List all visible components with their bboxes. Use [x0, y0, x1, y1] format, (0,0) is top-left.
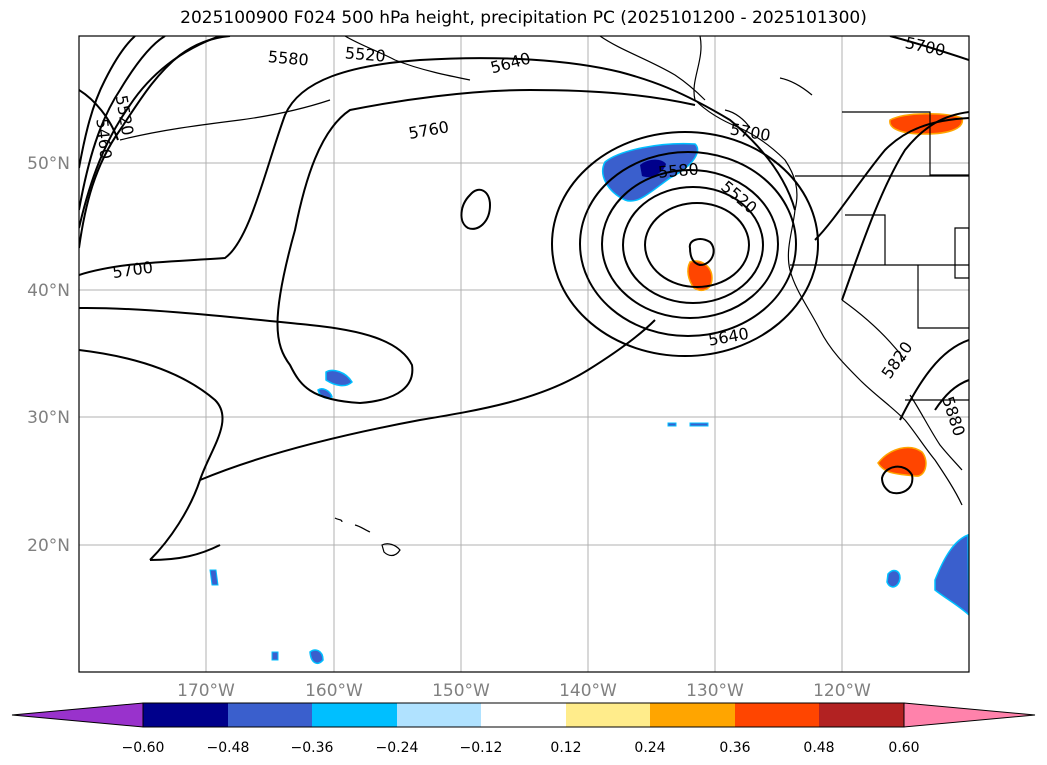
- map-border: [78, 35, 970, 673]
- longitude-labels: 170°W 160°W 150°W 140°W 130°W 120°W: [177, 681, 871, 701]
- lon-label: 130°W: [686, 681, 744, 701]
- colorbar-segment: [481, 703, 566, 727]
- lon-label: 160°W: [305, 681, 363, 701]
- contour-label: 5580: [657, 159, 699, 181]
- lat-label: 20°N: [27, 536, 70, 556]
- colorbar-segment: [397, 703, 481, 727]
- colorbar-segment: [819, 703, 904, 727]
- lat-label: 30°N: [27, 408, 70, 428]
- colorbar-segment: [312, 703, 397, 727]
- height-contours: [79, 36, 969, 561]
- colorbar-tick-label: 0.36: [719, 740, 750, 756]
- colorbar-segment: [650, 703, 735, 727]
- colorbar-tick-label: 0.48: [803, 740, 834, 756]
- colorbar-extend-low: [11, 702, 144, 728]
- colorbar-segment: [566, 703, 650, 727]
- map-title: 2025100900 F024 500 hPa height, precipit…: [180, 8, 867, 28]
- contour-label: 5460: [92, 118, 115, 160]
- colorbar-tick-label: 0.60: [888, 740, 919, 756]
- contour-label: 5580: [267, 47, 309, 69]
- colorbar-tick-label: −0.24: [376, 740, 419, 756]
- contour-label: 5520: [344, 43, 386, 65]
- colorbar-tick-label: −0.12: [460, 740, 503, 756]
- colorbar: −0.60 −0.48 −0.36 −0.24 −0.12 0.12 0.24 …: [11, 702, 1036, 756]
- lat-label: 50°N: [27, 154, 70, 174]
- lon-label: 150°W: [432, 681, 490, 701]
- lon-label: 120°W: [813, 681, 871, 701]
- colorbar-extend-high: [903, 702, 1036, 728]
- colorbar-tick-label: −0.48: [207, 740, 250, 756]
- colorbar-segment: [228, 703, 312, 727]
- coastlines: [119, 36, 969, 557]
- map-panel: [79, 36, 969, 672]
- precipitation-shading: [209, 112, 969, 665]
- gridlines: [79, 36, 969, 672]
- colorbar-tick-label: −0.36: [291, 740, 334, 756]
- lon-label: 170°W: [177, 681, 235, 701]
- lon-label: 140°W: [559, 681, 617, 701]
- colorbar-segment: [143, 703, 228, 727]
- colorbar-tick-label: 0.12: [550, 740, 581, 756]
- colorbar-tick-label: 0.24: [634, 740, 665, 756]
- lat-label: 40°N: [27, 281, 70, 301]
- colorbar-segment: [735, 703, 819, 727]
- colorbar-tick-label: −0.60: [122, 740, 165, 756]
- latitude-labels: 50°N 40°N 30°N 20°N: [27, 154, 70, 556]
